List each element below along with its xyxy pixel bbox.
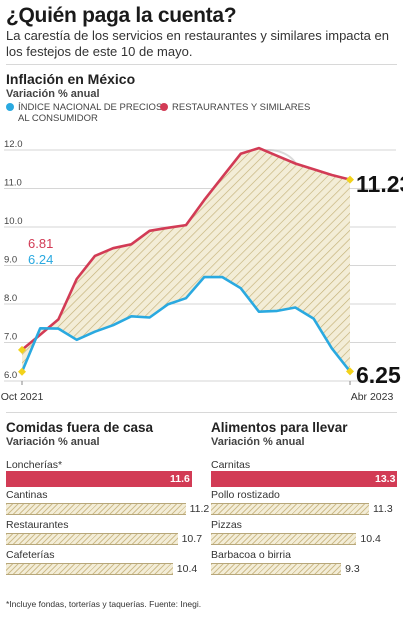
- legend-dot-restaurants: [160, 103, 168, 111]
- series-line-inpc: [20, 275, 352, 373]
- series-line-restaurants: [21, 146, 351, 351]
- bar-category-label: Pizzas: [211, 519, 242, 531]
- bar-row: Cafeterías 10.4: [6, 546, 197, 576]
- bar-row: Restaurantes 10.7: [6, 516, 202, 546]
- divider: [6, 412, 397, 413]
- bar-category-label: Cafeterías: [6, 549, 55, 561]
- y-tick-label: 12.0: [4, 139, 23, 150]
- area-fill: [22, 148, 350, 372]
- bar-row: Pollo rostizado 11.3: [211, 486, 396, 516]
- bar-chart-title-right: Alimentos para llevar: [211, 420, 348, 435]
- bar-row: Cantinas 11.2: [6, 486, 209, 516]
- bar-category-label: Loncherías*: [6, 459, 63, 471]
- bar-chart-subtitle-left: Variación % anual: [6, 436, 100, 448]
- bar: [6, 503, 186, 515]
- bar-row: Pizzas 10.4: [211, 516, 396, 546]
- bar-value-label: 13.3: [375, 473, 396, 485]
- end-label-inpc: 6.25: [356, 362, 401, 388]
- y-tick-label: 10.0: [4, 216, 23, 227]
- chart-subtitle: Variación % anual: [6, 88, 100, 100]
- y-tick-label: 11.0: [4, 178, 22, 189]
- end-label-restaurants: 11.23: [356, 171, 403, 197]
- bar-value-label: 10.7: [181, 533, 203, 545]
- point-marker: [346, 175, 354, 184]
- bar: [6, 533, 178, 545]
- dek: La carestía de los servicios en restaura…: [6, 28, 389, 59]
- bar-category-label: Pollo rostizado: [211, 489, 280, 501]
- legend-item-restaurants: RESTAURANTES Y SIMILARES: [160, 102, 322, 113]
- bar-chart-alimentos: Carnitas 13.3 Pollo rostizado 11.3 Pizzas 10.…: [211, 456, 397, 576]
- legend-label-restaurants: RESTAURANTES Y SIMILARES: [172, 102, 311, 113]
- y-tick-label: 9.0: [4, 255, 17, 266]
- bar-category-label: Cantinas: [6, 489, 48, 501]
- y-tick-label: 7.0: [4, 332, 17, 343]
- headline: ¿Quién paga la cuenta?: [6, 4, 237, 27]
- point-marker: [346, 367, 354, 376]
- y-tick-label: 6.0: [4, 370, 17, 381]
- bar-category-label: Barbacoa o birria: [211, 549, 291, 561]
- start-label-restaurants: 6.81: [28, 236, 53, 251]
- bar-value-label: 9.3: [345, 563, 360, 575]
- x-end-label: Abr 2023: [351, 391, 394, 403]
- divider: [6, 64, 397, 65]
- bar: [211, 503, 369, 515]
- point-marker: [18, 345, 26, 354]
- point-marker: [18, 367, 26, 376]
- y-tick-label: 8.0: [4, 293, 17, 304]
- bar: [6, 563, 173, 575]
- bar-category-label: Carnitas: [211, 459, 251, 471]
- bar-value-label: 11.6: [170, 473, 190, 485]
- bar-value-label: 10.4: [360, 533, 381, 545]
- bar-row: Carnitas 13.3: [211, 456, 397, 487]
- legend-dot-inpc: [6, 103, 14, 111]
- chart-title: Inflación en México: [6, 71, 136, 87]
- x-start-label: Oct 2021: [1, 391, 44, 403]
- bar: [211, 471, 397, 487]
- legend-item-inpc: ÍNDICE NACIONAL DE PRECIOS AL CONSUMIDOR: [6, 102, 168, 124]
- bar: [6, 471, 192, 487]
- legend-label-inpc: ÍNDICE NACIONAL DE PRECIOS AL CONSUMIDOR: [18, 102, 163, 124]
- bar-category-label: Restaurantes: [6, 519, 69, 531]
- bar-chart-subtitle-right: Variación % anual: [211, 436, 305, 448]
- bar-chart-title-left: Comidas fuera de casa: [6, 420, 154, 435]
- footnote: *Incluye fondas, torterías y taquerías. …: [6, 599, 202, 609]
- start-label-inpc: 6.24: [28, 252, 53, 267]
- bar-row: Barbacoa o birria 9.3: [211, 546, 396, 576]
- inflation-line-chart: 6.0 7.0 8.0 9.0 10.0 11.0 12.0 Oct 2021 Abr 2023…: [1, 139, 403, 403]
- bar: [211, 533, 357, 545]
- bar-row: Loncherías* 11.6: [6, 456, 192, 487]
- bar-value-label: 11.3: [373, 503, 393, 515]
- bar-chart-comidas: Loncherías* 11.6 Cantinas 11.2 Restaurantes 1…: [6, 456, 209, 576]
- bar-value-label: 10.4: [176, 563, 198, 575]
- bar-value-label: 11.2: [189, 503, 210, 515]
- bar: [211, 563, 342, 575]
